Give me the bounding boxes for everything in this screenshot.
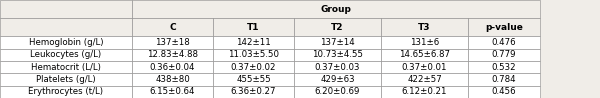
Text: 131±6: 131±6 (410, 38, 439, 47)
Text: 137±14: 137±14 (320, 38, 355, 47)
Bar (381, 18, 468, 36)
Bar (0, 61, 132, 73)
Text: 12.83±4.88: 12.83±4.88 (147, 50, 198, 59)
Text: Hemoglobin (g/L): Hemoglobin (g/L) (29, 38, 103, 47)
Bar (213, 18, 294, 36)
Bar (294, 49, 381, 61)
Bar (294, 36, 381, 49)
Bar (381, 86, 468, 98)
Text: 422±57: 422±57 (407, 75, 442, 84)
Bar (213, 73, 294, 86)
Bar (294, 86, 381, 98)
Bar (294, 18, 381, 36)
Text: 0.779: 0.779 (492, 50, 516, 59)
Bar (468, 49, 540, 61)
Bar (468, 18, 540, 36)
Text: T3: T3 (418, 23, 431, 32)
Bar (468, 36, 540, 49)
Bar (132, 0, 540, 18)
Bar (0, 73, 132, 86)
Text: 14.65±6.87: 14.65±6.87 (399, 50, 450, 59)
Bar (381, 49, 468, 61)
Bar (294, 61, 381, 73)
Bar (132, 61, 213, 73)
Bar (381, 36, 468, 49)
Bar (213, 49, 294, 61)
Text: 0.37±0.02: 0.37±0.02 (231, 63, 276, 72)
Bar (468, 73, 540, 86)
Bar (132, 86, 213, 98)
Text: 429±63: 429±63 (320, 75, 355, 84)
Text: 0.37±0.03: 0.37±0.03 (315, 63, 360, 72)
Text: C: C (169, 23, 176, 32)
Bar (132, 73, 213, 86)
Bar (0, 86, 132, 98)
Text: 0.476: 0.476 (491, 38, 517, 47)
Text: p-value: p-value (485, 23, 523, 32)
Bar (132, 49, 213, 61)
Bar (0, 36, 132, 49)
Text: 6.20±0.69: 6.20±0.69 (315, 87, 360, 96)
Bar (294, 73, 381, 86)
Text: 455±55: 455±55 (236, 75, 271, 84)
Text: 6.36±0.27: 6.36±0.27 (231, 87, 276, 96)
Bar (381, 73, 468, 86)
Text: 6.12±0.21: 6.12±0.21 (402, 87, 447, 96)
Bar (132, 36, 213, 49)
Bar (468, 86, 540, 98)
Bar (0, 49, 132, 61)
Text: 10.73±4.55: 10.73±4.55 (312, 50, 363, 59)
Text: Group: Group (320, 5, 352, 14)
Bar (381, 61, 468, 73)
Text: 438±80: 438±80 (155, 75, 190, 84)
Text: T2: T2 (331, 23, 344, 32)
Bar (213, 61, 294, 73)
Text: Leukocytes (g/L): Leukocytes (g/L) (31, 50, 101, 59)
Text: 0.532: 0.532 (491, 63, 517, 72)
Bar (213, 36, 294, 49)
Text: 6.15±0.64: 6.15±0.64 (150, 87, 195, 96)
Text: Erythrocytes (t/L): Erythrocytes (t/L) (29, 87, 104, 96)
Text: Hematocrit (L/L): Hematocrit (L/L) (31, 63, 101, 72)
Text: 142±11: 142±11 (236, 38, 271, 47)
Text: Platelets (g/L): Platelets (g/L) (36, 75, 96, 84)
Text: 137±18: 137±18 (155, 38, 190, 47)
Bar (468, 61, 540, 73)
Text: T1: T1 (247, 23, 260, 32)
Bar (0, 0, 132, 18)
Bar (213, 86, 294, 98)
Text: 0.37±0.01: 0.37±0.01 (402, 63, 447, 72)
Text: 11.03±5.50: 11.03±5.50 (228, 50, 279, 59)
Text: 0.784: 0.784 (491, 75, 517, 84)
Bar (132, 18, 213, 36)
Text: 0.36±0.04: 0.36±0.04 (150, 63, 195, 72)
Text: 0.456: 0.456 (491, 87, 517, 96)
Bar (0, 18, 132, 36)
